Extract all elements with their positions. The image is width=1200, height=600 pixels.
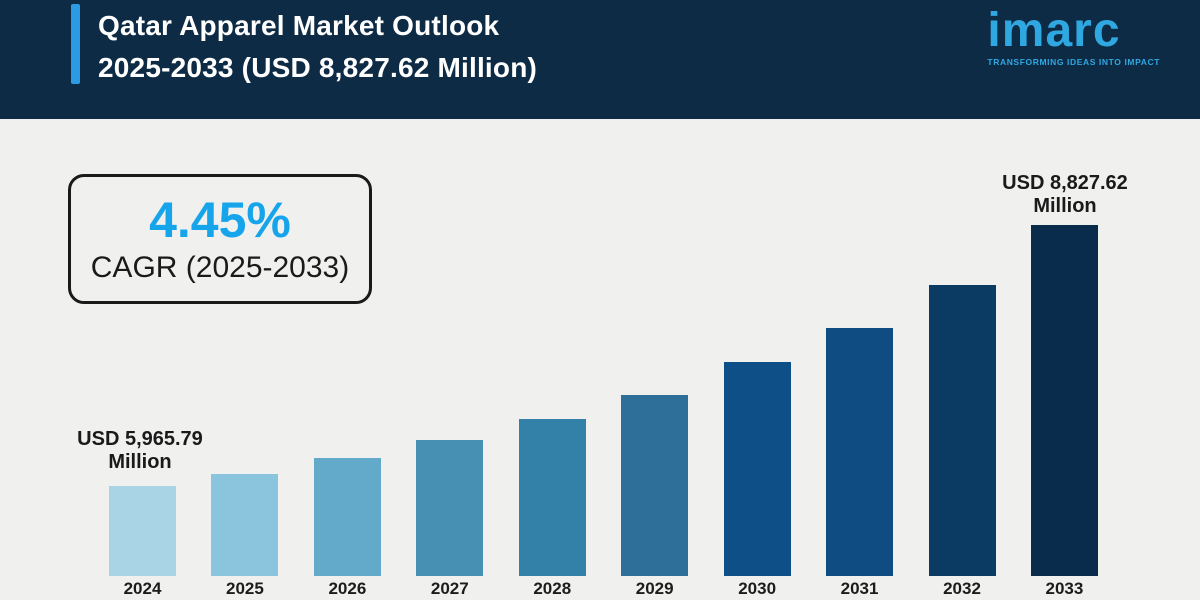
title-accent-bar: [71, 4, 80, 84]
last-bar-value-label: USD 8,827.62 Million: [955, 172, 1175, 218]
bar-group-2025: 2025: [211, 474, 279, 598]
last-bar-value-line2: Million: [1033, 195, 1097, 217]
last-bar-value-line1: USD 8,827.62: [1002, 172, 1128, 194]
bar-2026: [313, 458, 381, 576]
x-axis-label-2033: 2033: [1045, 579, 1084, 598]
x-axis-label-2027: 2027: [430, 579, 469, 598]
imarc-logo: imarc TRANSFORMING IDEAS INTO IMPACT: [987, 4, 1160, 68]
bar-group-2032: 2032: [928, 285, 996, 598]
x-axis-label-2028: 2028: [533, 579, 572, 598]
bar-group-2031: 2031: [826, 328, 894, 598]
bar-chart: 2024 2025 2026 2027 2028 2029 2030 2031 2032 2033: [109, 225, 1098, 598]
bar-group-2024: 2024: [109, 486, 176, 598]
x-axis-label-2032: 2032: [943, 579, 981, 598]
page-title-line2: 2025-2033 (USD 8,827.62 Million): [98, 52, 538, 83]
bar-2027: [416, 440, 484, 576]
page-title-line1: Qatar Apparel Market Outlook: [98, 10, 500, 41]
bar-group-2033: 2033: [1030, 225, 1098, 598]
cagr-period-label: CAGR (2025-2033): [90, 250, 350, 284]
x-axis-label-2029: 2029: [635, 579, 674, 598]
bar-2028: [518, 419, 586, 576]
cagr-box: 4.45% CAGR (2025-2033): [68, 174, 372, 304]
bar-2031: [826, 328, 894, 576]
header: Qatar Apparel Market Outlook 2025-2033 (…: [0, 0, 1200, 119]
page-title: Qatar Apparel Market Outlook 2025-2033 (…: [98, 5, 537, 89]
bar-2024: [109, 486, 176, 576]
first-bar-value-line2: Million: [108, 451, 172, 473]
x-axis-label-2024: 2024: [123, 579, 162, 598]
x-axis-label-2030: 2030: [738, 579, 777, 598]
x-axis-label-2031: 2031: [840, 579, 879, 598]
imarc-logo-text: imarc: [987, 4, 1121, 57]
bar-2030: [723, 362, 791, 576]
imarc-logo-tagline: TRANSFORMING IDEAS INTO IMPACT: [987, 57, 1160, 67]
first-bar-value-line1: USD 5,965.79: [77, 428, 203, 450]
bar-2025: [211, 474, 279, 576]
bar-group-2027: 2027: [416, 440, 484, 598]
bar-group-2029: 2029: [621, 395, 689, 598]
first-bar-value-label: USD 5,965.79 Million: [30, 428, 250, 474]
bar-group-2030: 2030: [723, 362, 791, 598]
cagr-value: 4.45%: [149, 191, 291, 248]
x-axis-label-2026: 2026: [328, 579, 367, 598]
x-axis-label-2025: 2025: [226, 579, 264, 598]
bar-group-2026: 2026: [313, 458, 381, 598]
bar-group-2028: 2028: [518, 419, 586, 598]
bar-2032: [928, 285, 996, 576]
bar-2029: [621, 395, 689, 576]
bar-2033: [1030, 225, 1098, 576]
